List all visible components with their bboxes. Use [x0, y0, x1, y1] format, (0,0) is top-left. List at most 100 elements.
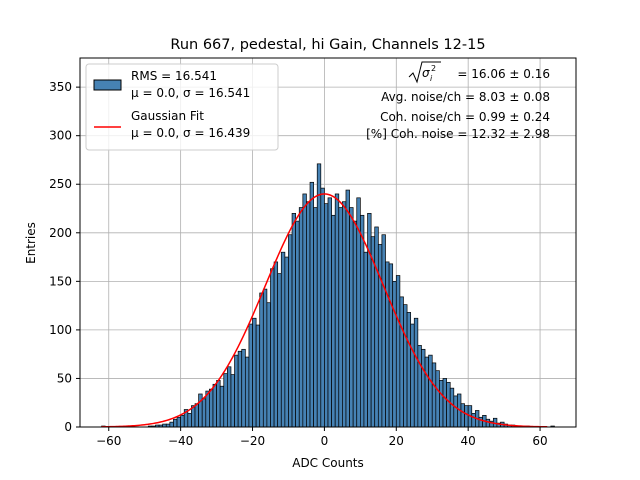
histogram-bar: [442, 378, 447, 428]
coherent-noise-per-channel: Coh. noise/ch = 0.99 ± 0.24: [380, 110, 550, 124]
histogram-bar: [302, 193, 307, 428]
x-tick-label: 60: [532, 434, 547, 448]
gaussian-fit-line: [101, 193, 548, 428]
histogram-bar: [377, 244, 383, 428]
histogram-bar: [471, 413, 476, 428]
histogram-bar: [291, 213, 297, 428]
x-tick-label: −40: [168, 434, 193, 448]
histogram-bar: [252, 317, 257, 428]
histogram-bar: [180, 414, 185, 428]
histogram-bar: [367, 213, 372, 428]
histogram-bar: [262, 288, 268, 428]
plot-frame: [79, 57, 577, 428]
histogram-bar: [410, 323, 415, 428]
histogram-bar: [309, 181, 314, 428]
histogram-bar: [241, 348, 246, 428]
histogram-bar: [288, 234, 293, 428]
histogram-bar: [342, 201, 347, 428]
histogram-bar: [230, 374, 235, 428]
histogram-bar: [209, 388, 214, 428]
avg-noise-per-channel: Avg. noise/ch = 8.03 ± 0.08: [381, 90, 550, 104]
histogram-bar: [266, 302, 271, 428]
histogram-bar: [485, 418, 491, 428]
histogram-bar: [316, 163, 322, 428]
x-tick-label: −60: [96, 434, 121, 448]
histogram-bar: [255, 324, 261, 428]
histogram-bar: [327, 197, 332, 428]
histogram-bar: [216, 380, 221, 428]
histogram-bars: [101, 163, 555, 428]
histogram-bar: [359, 214, 365, 428]
x-tick-label: −20: [240, 434, 265, 448]
x-tick-label: 40: [461, 434, 476, 448]
histogram-bar: [194, 403, 199, 428]
sqrt-variance-value: = 16.06 ± 0.16: [457, 67, 550, 81]
histogram-bar: [417, 345, 422, 428]
histogram-bar: [284, 256, 289, 428]
histogram-bar: [331, 214, 336, 428]
y-tick-label: 200: [49, 226, 72, 240]
histogram-bar: [198, 393, 203, 428]
y-axis-label: Entries: [24, 222, 38, 264]
histogram-bar: [227, 366, 232, 428]
histogram-bar: [306, 201, 311, 428]
histogram-bar: [223, 373, 228, 428]
legend-histogram-swatch: [93, 79, 122, 91]
histogram-bar: [413, 317, 419, 428]
legend-histogram-label-1: RMS = 16.541: [131, 69, 217, 83]
noise-annotations: σ i 2 = 16.06 ± 0.16 Avg. noise/ch = 8.0…: [366, 61, 550, 141]
histogram-bar: [349, 207, 354, 428]
histogram-bar: [212, 383, 217, 428]
svg-text:σ: σ: [422, 66, 430, 80]
y-tick-label: 250: [49, 177, 72, 191]
histogram-bar: [439, 380, 444, 428]
histogram-bar: [449, 387, 455, 428]
y-axis-ticks: 0 50 100 150 200 250 300 350: [49, 80, 80, 434]
histogram-bar: [446, 381, 451, 428]
histogram-bar: [201, 398, 207, 428]
histogram-bar: [187, 413, 192, 428]
histogram-bar: [298, 207, 304, 428]
sqrt-sigma-symbol: σ i 2: [408, 61, 441, 84]
y-tick-label: 150: [49, 274, 72, 288]
histogram-bar: [363, 251, 368, 428]
histogram-bar: [334, 193, 340, 428]
histogram-bar: [435, 370, 440, 428]
histogram-bar: [176, 416, 181, 428]
histogram-bar: [320, 187, 325, 428]
x-tick-label: 20: [389, 434, 404, 448]
histogram-bar: [478, 416, 483, 428]
histogram-bar: [403, 304, 408, 428]
legend: RMS = 16.541 μ = 0.0, σ = 16.541 Gaussia…: [85, 63, 279, 151]
histogram-bar: [421, 348, 426, 428]
histogram-bar: [388, 263, 394, 428]
y-tick-label: 0: [64, 420, 72, 434]
histogram-bar: [424, 356, 429, 428]
coherent-noise-percent: [%] Coh. noise = 12.32 ± 2.98: [366, 127, 550, 141]
histogram-bar: [460, 403, 465, 428]
x-axis-label: ADC Counts: [292, 456, 364, 470]
svg-text:2: 2: [431, 64, 436, 73]
x-axis-ticks: −60 −40 −20 0 20 40 60: [96, 427, 548, 448]
histogram-bar: [205, 390, 210, 428]
y-tick-label: 300: [49, 129, 72, 143]
histogram-bar: [273, 261, 279, 428]
histogram-bar: [395, 275, 401, 428]
histogram-bar: [338, 207, 343, 428]
histogram-bar: [352, 220, 358, 428]
histogram-bar: [280, 251, 286, 428]
histogram-bar: [392, 280, 397, 428]
chart-title: Run 667, pedestal, hi Gain, Channels 12-…: [170, 37, 485, 53]
histogram-bar: [234, 354, 239, 428]
y-tick-label: 50: [57, 371, 72, 385]
legend-histogram-label-2: μ = 0.0, σ = 16.541: [131, 86, 250, 100]
grid-lines: [80, 58, 576, 428]
histogram-bar: [270, 268, 275, 428]
histogram-bar: [399, 296, 404, 428]
histogram-bar: [169, 421, 174, 428]
histogram-bar: [406, 312, 412, 428]
y-tick-label: 100: [49, 323, 72, 337]
histogram-bar: [381, 234, 386, 428]
histogram-bar: [464, 405, 469, 428]
histogram-bar: [428, 354, 433, 428]
